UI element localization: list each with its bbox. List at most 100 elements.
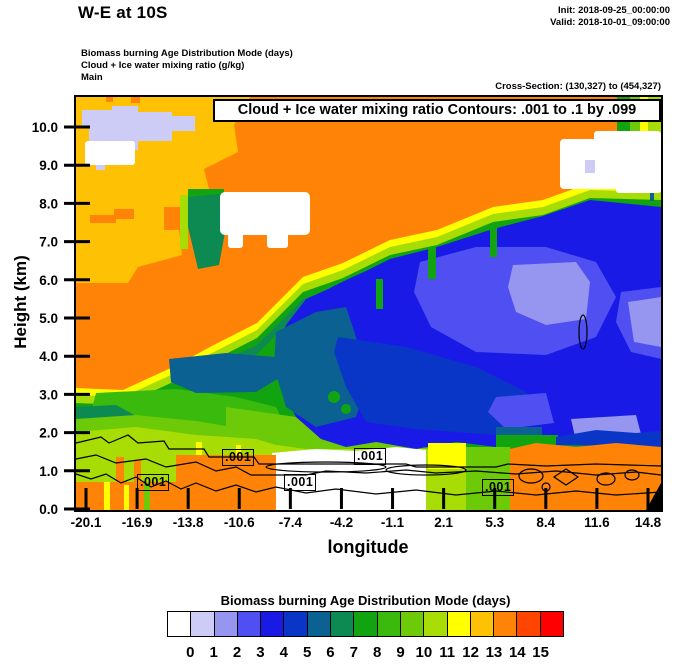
blueviolet-patch xyxy=(488,393,554,429)
colorbar-number: 6 xyxy=(326,644,335,661)
colorbar-cell-6 xyxy=(306,611,332,637)
x-axis-title: longitude xyxy=(328,537,409,557)
colorbar-number: 2 xyxy=(232,644,242,661)
cloud-white-foot xyxy=(228,229,243,248)
green-spike xyxy=(490,227,497,257)
x-tick-label: -1.1 xyxy=(381,515,405,530)
green-fringe xyxy=(188,189,224,198)
contour-plot: Cloud + Ice water mixing ratio Contours:… xyxy=(11,95,663,557)
green-spike xyxy=(428,247,436,279)
y-tick-label: 3.0 xyxy=(39,387,58,402)
contour-value-label: .001 xyxy=(354,448,387,465)
page-title: W-E at 10S xyxy=(78,3,168,22)
teal-patch xyxy=(496,427,542,437)
cloud-white-blob xyxy=(616,167,661,193)
lavender-patch xyxy=(172,116,195,125)
teal-pocket xyxy=(274,307,366,427)
periwinkle-patch xyxy=(508,262,590,325)
green-dot xyxy=(341,404,351,414)
x-tick-label: 14.8 xyxy=(635,515,662,530)
x-tick-label: 2.1 xyxy=(434,515,453,530)
colorbar-number: 8 xyxy=(373,644,382,661)
periwinkle-patch xyxy=(628,297,661,347)
x-tick-label: -13.8 xyxy=(173,515,204,530)
orange-streak xyxy=(116,457,124,482)
colorbar-number: 12 xyxy=(462,644,479,661)
lavender-sliver xyxy=(585,160,595,173)
colorbar-cell-8 xyxy=(353,611,378,637)
y-tick-label: 7.0 xyxy=(39,235,58,250)
orange-notch xyxy=(106,97,113,102)
x-tick-label: 11.6 xyxy=(584,515,610,530)
orange-patch xyxy=(90,215,116,223)
cloud-contour-lines xyxy=(75,314,662,496)
axis-ticks-and-labels: 0.0 1.0 2.0 3.0 4.0 5.0 6.0 7.0 8.0 9.0 10.0 -20.1 -… xyxy=(11,120,662,557)
y-tick-label: 8.0 xyxy=(39,196,58,211)
field-line-1: Biomass burning Age Distribution Mode (d… xyxy=(81,48,293,59)
cross-section-label: Cross-Section: (130,327) to (454,327) xyxy=(495,81,661,92)
y-tick-label: 10.0 xyxy=(32,120,58,135)
colorbar-cell-16 xyxy=(539,611,565,637)
colorbar-cell-3 xyxy=(236,611,262,637)
colorbar-number: 4 xyxy=(279,644,288,661)
colorbar-number: 1 xyxy=(209,644,218,661)
field-line-3: Main xyxy=(81,72,103,83)
colorbar-number: 9 xyxy=(396,644,405,661)
init-time: Init: 2018-09-25_00:00:00 xyxy=(558,5,670,16)
yellow-streak xyxy=(236,445,241,455)
y-tick-label: 2.0 xyxy=(39,426,58,441)
yellow-streak xyxy=(124,485,129,510)
x-tick-label: 8.4 xyxy=(536,515,555,530)
y-tick-label: 5.0 xyxy=(39,311,58,326)
colorbar-number: 5 xyxy=(302,644,312,661)
y-tick-label: 6.0 xyxy=(39,273,58,288)
y-tick-label: 1.0 xyxy=(39,464,58,479)
x-tick-label: -16.9 xyxy=(122,515,153,530)
yellow-streak xyxy=(104,482,110,510)
x-tick-label: -7.4 xyxy=(279,515,303,530)
colorbar-cell-15 xyxy=(516,611,541,637)
y-axis-title: Height (km) xyxy=(11,255,30,349)
teal-pocket xyxy=(169,353,281,393)
colorbar-cell-1 xyxy=(190,611,215,637)
lightgreen-patch xyxy=(466,447,510,510)
run-times: Init: 2018-09-25_00:00:00 Valid: 2018-10… xyxy=(550,5,670,29)
y-tick-label: 4.0 xyxy=(39,349,58,364)
cloud-white-blob xyxy=(220,192,310,235)
colorbar-cell-10 xyxy=(399,611,425,637)
colorbar-cell-14 xyxy=(493,611,518,637)
x-tick-label: -10.6 xyxy=(224,515,255,530)
colorbar-number: 10 xyxy=(415,644,433,661)
terrain-wedge xyxy=(646,483,661,510)
orange-streak xyxy=(134,460,141,482)
green-streak xyxy=(144,482,150,510)
colorbar-cell-13 xyxy=(469,611,495,637)
colorbar-number: 7 xyxy=(349,644,358,661)
colorbar-cell-9 xyxy=(376,611,401,637)
contour-value-label: .001 xyxy=(482,479,515,496)
chartreuse-fringe xyxy=(180,195,188,249)
colorbar-title: Biomass burning Age Distribution Mode (d… xyxy=(220,593,511,608)
colorbar-cell-7 xyxy=(330,611,355,637)
cloud-white-patch xyxy=(85,141,135,165)
colorbar-number: 15 xyxy=(532,644,549,661)
orange-patch xyxy=(114,209,134,219)
x-tick-label: -20.1 xyxy=(71,515,102,530)
colorbar-labels: 0 1 2 3 4 5 6 7 8 9 10 11 12 13 14 15 xyxy=(167,644,564,662)
colorbar-number: 14 xyxy=(508,644,526,661)
colorbar-cell-5 xyxy=(283,611,308,637)
navy-strip xyxy=(556,430,661,447)
colorbar-cell-0 xyxy=(167,611,192,637)
y-tick-label: 9.0 xyxy=(39,158,58,173)
colorbar xyxy=(167,611,565,637)
contour-value-label: .001 xyxy=(284,474,317,491)
lavender-layer xyxy=(82,106,195,150)
orange-notch xyxy=(131,97,140,103)
colorbar-number: 0 xyxy=(186,644,195,661)
colorbar-cell-2 xyxy=(213,611,238,637)
contour-value-label: .001 xyxy=(137,474,170,491)
colorbar-number: 13 xyxy=(485,644,503,661)
colorbar-cell-11 xyxy=(423,611,448,637)
colorbar-number: 3 xyxy=(256,644,265,661)
x-tick-label: 5.3 xyxy=(485,515,504,530)
